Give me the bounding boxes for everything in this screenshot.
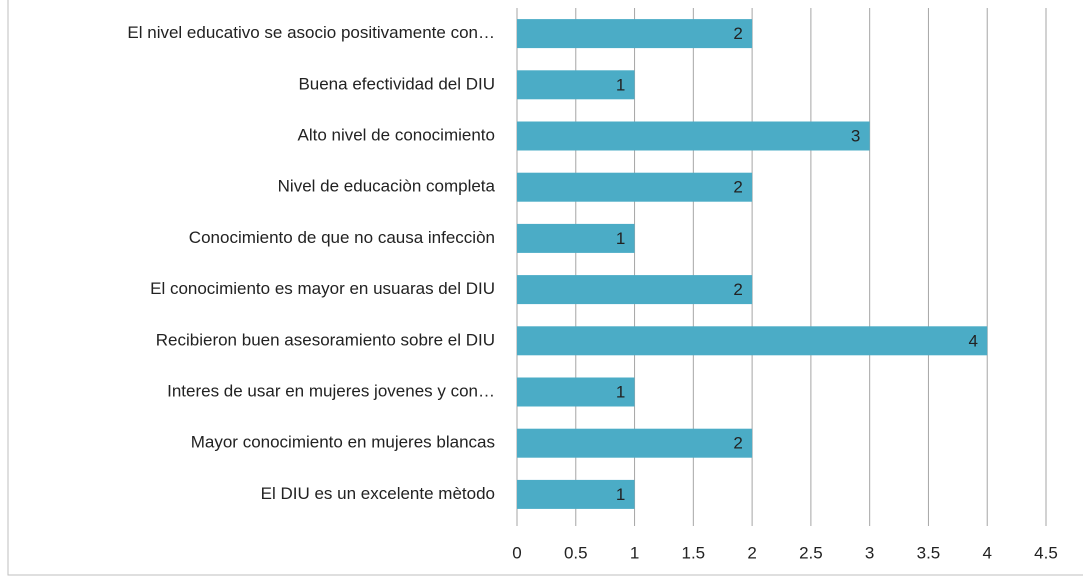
y-tick-label: Interes de usar en mujeres jovenes y con… <box>167 381 495 400</box>
x-tick-label: 4 <box>982 543 991 562</box>
data-label: 1 <box>616 229 625 248</box>
y-tick-label: Conocimiento de que no causa infecciòn <box>189 228 495 247</box>
x-tick-label: 0 <box>512 543 521 562</box>
x-tick-label: 0.5 <box>564 543 588 562</box>
bar <box>517 275 753 305</box>
data-label: 1 <box>616 75 625 94</box>
bar <box>517 428 753 458</box>
bar <box>517 479 635 509</box>
data-label: 2 <box>733 434 742 453</box>
y-tick-label: Buena efectividad del DIU <box>298 74 495 93</box>
bar <box>517 223 635 253</box>
x-tick-label: 2 <box>747 543 756 562</box>
bar <box>517 326 988 356</box>
data-label: 2 <box>733 178 742 197</box>
x-tick-label: 1 <box>630 543 639 562</box>
y-tick-label: Alto nivel de conocimiento <box>297 125 495 144</box>
data-label: 2 <box>733 24 742 43</box>
data-label: 4 <box>968 331 977 350</box>
bar <box>517 377 635 407</box>
x-tick-label: 2.5 <box>799 543 823 562</box>
bar <box>517 70 635 100</box>
bar <box>517 172 753 202</box>
chart-frame <box>7 0 1083 576</box>
x-tick-label: 3.5 <box>917 543 941 562</box>
bar <box>517 19 753 49</box>
bar <box>517 121 870 151</box>
y-tick-label: Mayor conocimiento en mujeres blancas <box>191 433 495 452</box>
y-tick-label: El conocimiento es mayor en usuaras del … <box>150 279 495 298</box>
data-label: 2 <box>733 280 742 299</box>
data-label: 1 <box>616 485 625 504</box>
x-tick-label: 1.5 <box>682 543 706 562</box>
y-tick-label: El DIU es un excelente mètodo <box>261 484 495 503</box>
x-tick-label: 3 <box>865 543 874 562</box>
y-tick-label: El nivel educativo se asocio positivamen… <box>127 23 495 42</box>
data-label: 3 <box>851 126 860 145</box>
data-label: 1 <box>616 382 625 401</box>
y-tick-label: Nivel de educaciòn completa <box>278 177 496 196</box>
y-tick-label: Recibieron buen asesoramiento sobre el D… <box>156 330 495 349</box>
x-tick-label: 4.5 <box>1034 543 1058 562</box>
